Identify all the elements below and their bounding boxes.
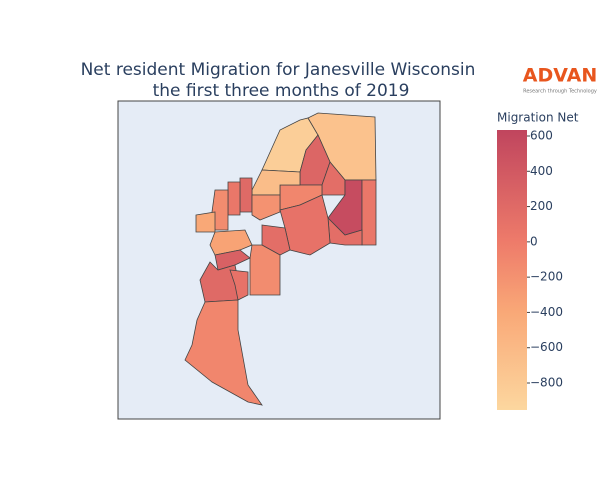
chart-title: Net resident Migration for Janesville Wi… xyxy=(81,60,476,80)
colorbar-tick-label: −800 xyxy=(530,376,563,390)
region xyxy=(251,194,281,221)
colorbar-title: Migration Net xyxy=(497,111,579,125)
region xyxy=(361,179,377,246)
colorbar: 600 400 200 0 −200 −400 −600 −800 xyxy=(497,128,563,410)
logo-name: ADVAN xyxy=(523,65,598,87)
colorbar-tick-label: 400 xyxy=(530,164,553,178)
colorbar-tick-label: 0 xyxy=(530,234,538,248)
region xyxy=(184,299,263,406)
region xyxy=(249,244,281,296)
region xyxy=(239,177,253,213)
region xyxy=(214,249,251,271)
colorbar-tick-label: −400 xyxy=(530,305,563,319)
region xyxy=(195,211,216,233)
colorbar-tick-label: 200 xyxy=(530,199,553,213)
logo-tagline: Research through Technology xyxy=(523,89,597,95)
region xyxy=(229,269,249,301)
chart-subtitle: the first three months of 2019 xyxy=(153,81,410,101)
colorbar-scale xyxy=(497,130,527,410)
colorbar-tick-label: −200 xyxy=(530,270,563,284)
map xyxy=(184,112,377,406)
region xyxy=(211,189,229,231)
region xyxy=(261,224,291,256)
colorbar-tick-label: 600 xyxy=(530,128,553,142)
colorbar-tick-label: −600 xyxy=(530,340,563,354)
region xyxy=(227,181,241,216)
